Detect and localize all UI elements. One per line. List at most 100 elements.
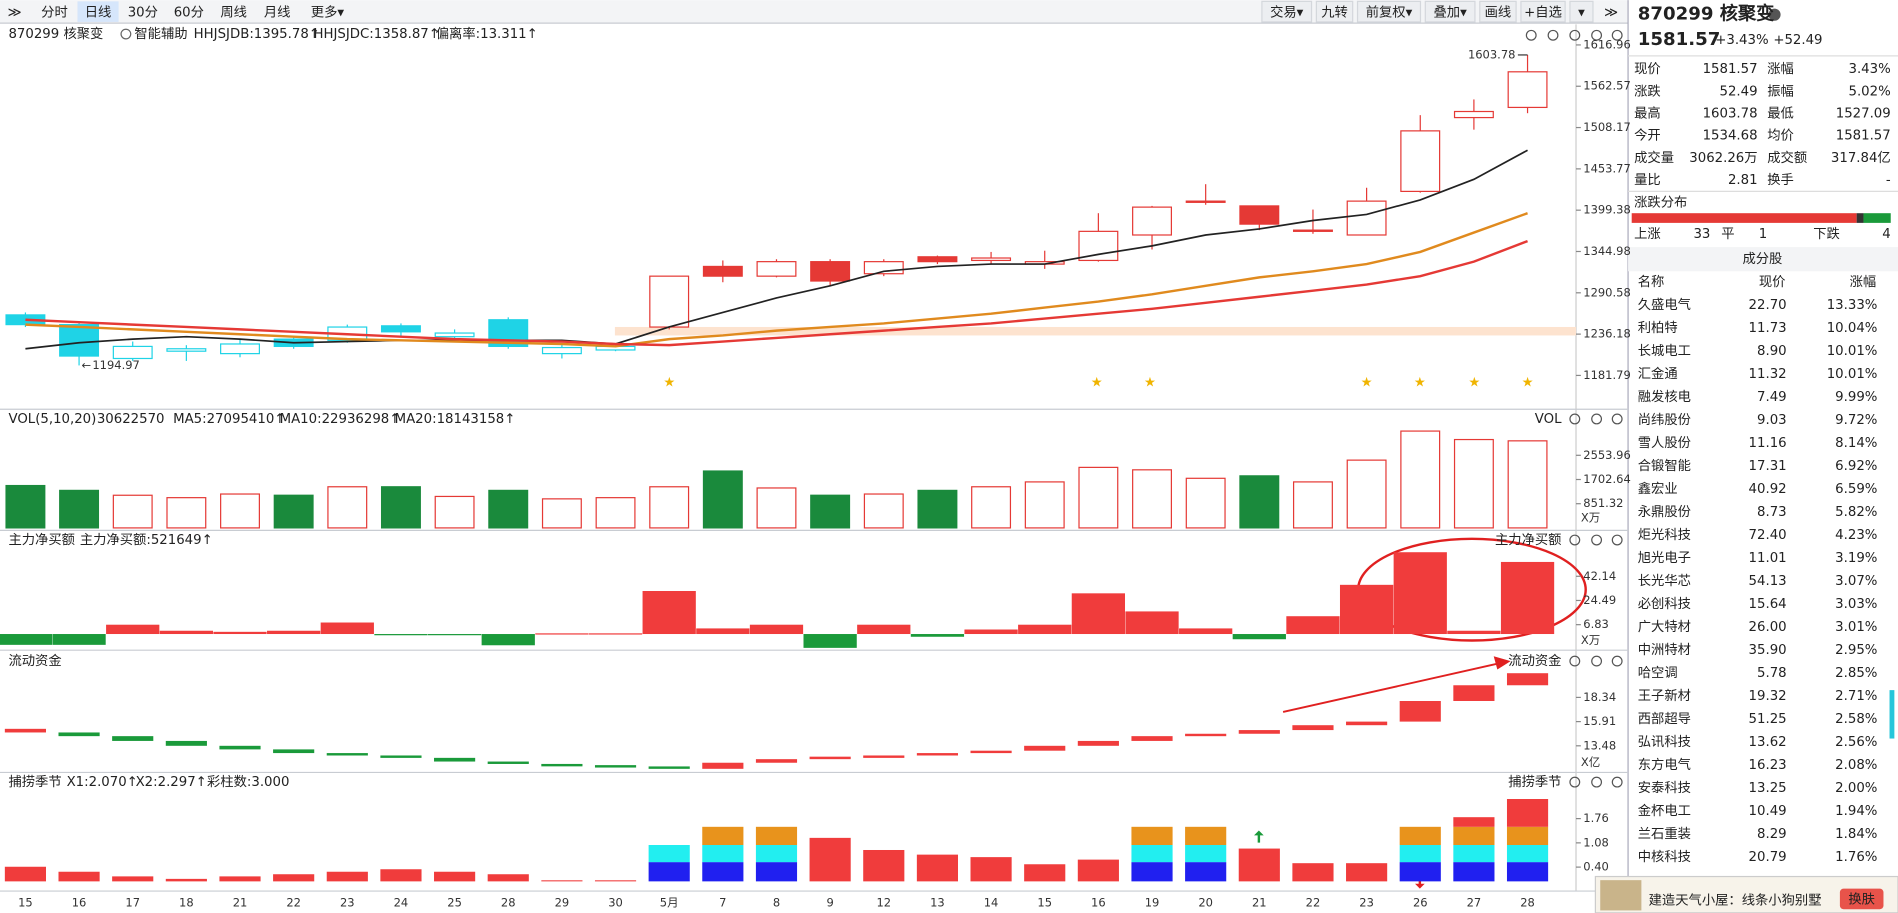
season-bar: [1506, 862, 1549, 882]
skin-button-bg[interactable]: [1839, 888, 1884, 910]
quote-label: 今开: [1634, 128, 1661, 144]
net-buy-bar: [1232, 634, 1286, 640]
y-tick-label: 1399.38: [1583, 203, 1631, 217]
stock-name[interactable]: 旭光电子: [1638, 550, 1691, 566]
stock-name[interactable]: 广大特材: [1638, 619, 1691, 635]
stock-name[interactable]: 哈空调: [1638, 665, 1678, 681]
volume-bar: [488, 489, 529, 529]
stock-name[interactable]: 久盛电气: [1638, 297, 1691, 313]
toolbar-tab[interactable]: 日线: [85, 4, 112, 20]
stock-name[interactable]: 汇金通: [1638, 366, 1678, 382]
pane-icons[interactable]: [1525, 29, 1623, 788]
flow-bar: [809, 756, 851, 760]
flow-bar: [541, 763, 583, 767]
toolbar: [0, 0, 1629, 24]
toolbar-tab[interactable]: 30分: [128, 4, 158, 20]
toolbar-button[interactable]: ▾: [1578, 5, 1585, 20]
x-tick-label: 24: [394, 896, 409, 910]
stock-name[interactable]: 利柏特: [1638, 320, 1678, 336]
stock-name[interactable]: 雪人股份: [1638, 435, 1691, 451]
toolbar-button-bg[interactable]: [1261, 0, 1313, 23]
stock-name[interactable]: 东方电气: [1638, 757, 1691, 773]
expand-icon[interactable]: ≫: [1604, 5, 1618, 20]
stock-name[interactable]: 安泰科技: [1638, 780, 1691, 796]
toolbar-button-bg[interactable]: [1479, 0, 1517, 23]
season-bar: [755, 826, 798, 846]
y-tick-label: 1236.18: [1583, 327, 1631, 341]
skin-button[interactable]: 换肤: [1848, 892, 1875, 908]
quote-label: 现价: [1634, 62, 1661, 77]
constituents-header-bg: [1628, 247, 1898, 272]
stock-name[interactable]: 必创科技: [1638, 596, 1691, 612]
toolbar-button[interactable]: 交易▾: [1270, 3, 1304, 20]
season-bar: [273, 874, 315, 882]
stock-name[interactable]: 中核科技: [1638, 849, 1691, 865]
stock-name[interactable]: 弘讯科技: [1638, 734, 1691, 750]
toolbar-tab[interactable]: 月线: [264, 4, 291, 20]
volume-bar: [1239, 475, 1280, 529]
toolbar-button[interactable]: 画线: [1485, 4, 1512, 20]
stock-name[interactable]: 尚纬股份: [1638, 412, 1691, 428]
collapse-icon[interactable]: ≫: [8, 5, 22, 20]
season-bar: [648, 862, 690, 882]
y-tick-label: 18.34: [1583, 690, 1616, 704]
net-buy-bar: [1447, 630, 1501, 635]
unit-label: X亿: [1581, 755, 1600, 769]
stock-name[interactable]: 西部超导: [1638, 711, 1691, 727]
stock-name[interactable]: 王子新材: [1638, 688, 1691, 704]
toolbar-button-bg[interactable]: [1356, 0, 1422, 23]
stock-price: 40.92: [1749, 482, 1787, 497]
toolbar-button-bg[interactable]: [1424, 0, 1476, 23]
stock-name[interactable]: 兰石重装: [1638, 826, 1691, 842]
candle-body: [971, 257, 1012, 262]
toolbar-tab[interactable]: 更多▾: [311, 3, 345, 20]
y-tick-label: 1562.57: [1583, 79, 1631, 93]
quote-price: 1581.57: [1638, 29, 1721, 50]
toolbar-button[interactable]: 前复权▾: [1366, 3, 1413, 20]
stock-name[interactable]: 融发核电: [1638, 389, 1691, 405]
stock-name[interactable]: 长光华芯: [1638, 573, 1691, 589]
assist-icon[interactable]: [120, 28, 132, 40]
stock-name[interactable]: 永鼎股份: [1638, 504, 1691, 520]
volume-bar: [112, 494, 153, 529]
volume-bar: [756, 487, 797, 529]
stock-name[interactable]: 金杯电工: [1638, 803, 1691, 819]
net-buy-bar: [642, 590, 696, 635]
stock-price: 26.00: [1749, 620, 1787, 635]
volume-bar: [380, 486, 421, 529]
x-tick-label: 21: [233, 896, 248, 910]
stock-name[interactable]: 中洲特材: [1638, 642, 1691, 658]
toolbar-button[interactable]: +自选: [1524, 4, 1562, 20]
season-bar: [1399, 862, 1441, 882]
stock-name[interactable]: 炬光科技: [1638, 527, 1691, 543]
toolbar-button-bg[interactable]: [1520, 0, 1566, 23]
toolbar-tab[interactable]: 60分: [174, 4, 204, 20]
stock-name[interactable]: 合锻智能: [1638, 458, 1691, 474]
candle-body: [166, 348, 207, 352]
candle-body: [756, 261, 797, 277]
info-icon[interactable]: [1768, 8, 1781, 21]
toolbar-button-bg[interactable]: [1569, 0, 1594, 23]
candle-body: [810, 261, 851, 282]
toolbar-tab[interactable]: 分时: [41, 4, 68, 20]
net-buy-bar: [1500, 561, 1555, 635]
stock-price: 54.13: [1749, 574, 1787, 589]
quote-label: 成交量: [1634, 149, 1674, 166]
stock-change: 2.08%: [1835, 758, 1877, 773]
toolbar-button[interactable]: 九转: [1321, 4, 1348, 20]
stock-name[interactable]: 鑫宏业: [1638, 480, 1678, 497]
scrollbar[interactable]: [1889, 690, 1895, 739]
volume-bar: [59, 489, 100, 529]
flow-bar: [4, 728, 46, 733]
toolbar-button[interactable]: 叠加▾: [1433, 4, 1467, 20]
quote-value: 1603.78: [1703, 106, 1758, 121]
y-tick-label: 1290.58: [1583, 285, 1631, 299]
annotation: 1194.97: [92, 358, 139, 372]
toolbar-tab[interactable]: 周线: [220, 4, 247, 20]
candle-body: [434, 332, 475, 338]
toolbar-button-bg[interactable]: [1315, 0, 1354, 23]
svg-text:★: ★: [1361, 376, 1373, 391]
stock-change: 8.14%: [1835, 436, 1877, 451]
stock-name[interactable]: 长城电工: [1638, 343, 1691, 359]
net-buy-bar: [964, 629, 1018, 635]
